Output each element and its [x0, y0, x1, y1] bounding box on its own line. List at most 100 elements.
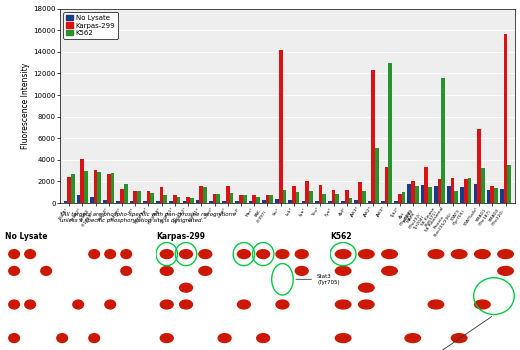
Circle shape	[160, 266, 173, 275]
Bar	[477, 128, 481, 203]
Bar	[236, 201, 239, 203]
Bar	[94, 169, 97, 203]
Bar	[256, 197, 260, 203]
Text: Stat3
(Tyr705): Stat3 (Tyr705)	[296, 274, 340, 285]
Bar	[385, 167, 388, 203]
Y-axis label: Fluorescence Intensity: Fluorescence Intensity	[21, 63, 30, 149]
Bar	[156, 201, 160, 203]
Bar	[71, 174, 74, 203]
Bar	[388, 63, 392, 203]
Bar	[226, 186, 230, 203]
Bar	[328, 201, 332, 203]
Bar	[358, 182, 362, 203]
Bar	[133, 191, 137, 203]
Bar	[137, 191, 141, 203]
Bar	[203, 187, 207, 203]
Bar	[269, 195, 273, 203]
Circle shape	[382, 266, 397, 275]
Bar	[279, 50, 282, 203]
Bar	[315, 201, 319, 203]
Bar	[398, 194, 401, 203]
Bar	[309, 191, 313, 203]
Bar	[332, 190, 335, 203]
Circle shape	[9, 250, 19, 259]
Bar	[441, 78, 445, 203]
Bar	[375, 148, 379, 203]
Bar	[216, 194, 220, 203]
Text: No Lysate: No Lysate	[5, 232, 48, 241]
Bar	[77, 195, 81, 203]
Bar	[84, 171, 88, 203]
Circle shape	[451, 334, 467, 343]
Bar	[474, 183, 477, 203]
Circle shape	[276, 300, 289, 309]
Text: S5 Ribosomal Protein (Ser235/236): S5 Ribosomal Protein (Ser235/236)	[340, 316, 492, 350]
Circle shape	[179, 300, 192, 309]
Circle shape	[89, 334, 99, 343]
Bar	[209, 201, 213, 203]
Bar	[345, 190, 349, 203]
Bar	[481, 168, 485, 203]
Bar	[407, 183, 411, 203]
Bar	[275, 199, 279, 203]
Bar	[296, 192, 300, 203]
Bar	[508, 165, 511, 203]
Bar	[111, 173, 114, 203]
Bar	[239, 195, 243, 203]
Bar	[266, 195, 269, 203]
Bar	[490, 186, 494, 203]
Bar	[262, 200, 266, 203]
Bar	[116, 201, 120, 203]
Circle shape	[9, 334, 19, 343]
Bar	[500, 189, 504, 203]
Bar	[494, 188, 498, 203]
Bar	[368, 201, 371, 203]
Circle shape	[25, 300, 35, 309]
Bar	[292, 186, 296, 203]
Circle shape	[359, 283, 374, 292]
Circle shape	[179, 283, 192, 292]
Bar	[434, 186, 437, 203]
Bar	[183, 201, 186, 203]
Circle shape	[359, 300, 374, 309]
Circle shape	[257, 250, 269, 259]
Bar	[103, 200, 107, 203]
Circle shape	[160, 334, 173, 343]
Bar	[177, 197, 180, 203]
Circle shape	[238, 250, 250, 259]
Bar	[381, 201, 385, 203]
Circle shape	[335, 334, 351, 343]
Circle shape	[121, 266, 132, 275]
Circle shape	[382, 250, 397, 259]
Bar	[143, 201, 147, 203]
Bar	[120, 189, 124, 203]
Circle shape	[160, 300, 173, 309]
Circle shape	[257, 334, 269, 343]
Bar	[421, 185, 424, 203]
Circle shape	[89, 250, 99, 259]
Bar	[415, 186, 419, 203]
Circle shape	[199, 250, 212, 259]
Bar	[437, 179, 441, 203]
Circle shape	[451, 250, 467, 259]
Bar	[302, 201, 305, 203]
Circle shape	[335, 250, 351, 259]
Bar	[411, 181, 415, 203]
Circle shape	[41, 266, 51, 275]
Bar	[362, 191, 366, 203]
Bar	[150, 193, 154, 203]
Circle shape	[218, 334, 231, 343]
Bar	[63, 201, 67, 203]
Circle shape	[105, 250, 115, 259]
Bar	[355, 200, 358, 203]
Circle shape	[428, 250, 444, 259]
Bar	[190, 198, 193, 203]
Text: K562: K562	[330, 232, 352, 241]
Circle shape	[105, 300, 115, 309]
Bar	[81, 159, 84, 203]
Bar	[341, 201, 345, 203]
Bar	[460, 187, 464, 203]
Bar	[90, 197, 94, 203]
Bar	[322, 194, 326, 203]
Bar	[147, 191, 150, 203]
